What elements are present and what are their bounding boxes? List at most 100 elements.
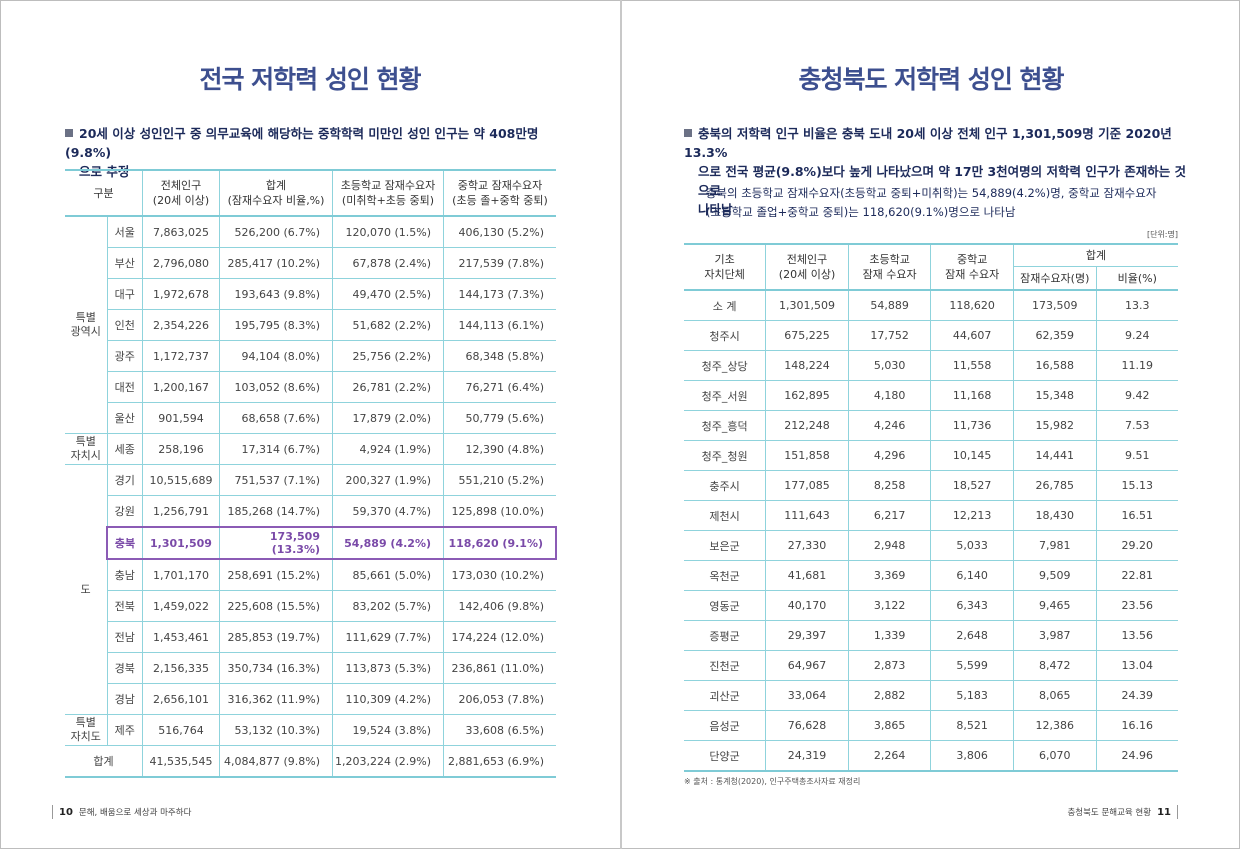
elementary-cell: 17,752 [847, 320, 932, 351]
table-row: 진천군 64,967 2,873 5,599 8,472 13.04 [684, 650, 1178, 681]
total-cell: 68,658 (7.6%) [219, 402, 333, 434]
footer-divider [52, 805, 53, 819]
total-cell: 17,314 (6.7%) [219, 433, 333, 465]
count-cell: 6,070 [1012, 740, 1097, 772]
count-cell: 18,430 [1012, 500, 1097, 531]
elementary-cell: 1,203,224 (2.9%) [332, 745, 444, 778]
table-row: 대전 1,200,167 103,052 (8.6%) 26,781 (2.2%) 76… [65, 371, 556, 403]
table-header-row: 구분 전체인구 (20세 이상) 합계 (잠재수요자 비율,%) 초등학교 잠재수요… [65, 170, 556, 216]
region-cell: 경북 [106, 652, 143, 684]
table-row: 특별 자치도 제주 516,764 53,132 (10.3%) 19,524 (3.8%… [65, 714, 556, 746]
page-footer: 10 문해, 배움으로 세상과 마주하다 [52, 805, 191, 819]
header-population: 전체인구 (20세 이상) [142, 170, 220, 216]
ratio-cell: 9.42 [1095, 380, 1178, 411]
total-cell: 195,795 (8.3%) [219, 309, 333, 341]
header-category: 구분 [65, 170, 143, 216]
middle-cell: 406,130 (5.2%) [443, 215, 556, 248]
middle-cell: 33,608 (6.5%) [443, 714, 556, 746]
header-total: 합계 (잠재수요자 비율,%) [219, 170, 333, 216]
population-cell: 1,200,167 [142, 371, 220, 403]
unit-label: [단위:명] [1146, 230, 1178, 239]
table-row: 청주_서원 162,895 4,180 11,168 15,348 9.42 [684, 380, 1178, 411]
elementary-cell: 85,661 (5.0%) [332, 558, 444, 591]
elementary-cell: 4,296 [847, 440, 932, 471]
ratio-cell: 9.51 [1095, 440, 1178, 471]
total-cell: 751,537 (7.1%) [219, 464, 333, 496]
table-row: 특별 자치시 세종 258,196 17,314 (6.7%) 4,924 (1.9%) 1… [65, 433, 556, 465]
elementary-cell: 25,756 (2.2%) [332, 340, 444, 372]
count-cell: 3,987 [1012, 620, 1097, 651]
middle-cell: 173,030 (10.2%) [443, 558, 556, 591]
count-cell: 15,348 [1012, 380, 1097, 411]
unit-name-cell: 소 계 [684, 289, 767, 321]
count-cell: 14,441 [1012, 440, 1097, 471]
region-cell: 제주 [106, 714, 143, 746]
middle-cell: 50,779 (5.6%) [443, 402, 556, 434]
elementary-cell: 54,889 (4.2%) [332, 526, 444, 560]
population-cell: 1,301,509 [765, 289, 849, 321]
elementary-cell: 5,030 [847, 350, 932, 381]
unit-name-cell: 진천군 [684, 650, 767, 681]
header-sum: 합계 [1012, 243, 1178, 267]
middle-cell: 217,539 (7.8%) [443, 247, 556, 279]
sub-paragraph: - 충북의 초등학교 잠재수요자(초등학교 중퇴+미취학)는 54,889(4.… [698, 186, 1157, 219]
middle-cell: 5,033 [930, 530, 1014, 561]
count-cell: 9,509 [1012, 560, 1097, 591]
elementary-cell: 4,246 [847, 410, 932, 441]
table-row: 울산 901,594 68,658 (7.6%) 17,879 (2.0%) 50,77… [65, 402, 556, 434]
national-table: 구분 전체인구 (20세 이상) 합계 (잠재수요자 비율,%) 초등학교 잠재수요… [65, 169, 557, 778]
count-cell: 26,785 [1012, 470, 1097, 501]
population-cell: 111,643 [765, 500, 849, 531]
elementary-cell: 111,629 (7.7%) [332, 621, 444, 653]
count-cell: 8,065 [1012, 680, 1097, 711]
unit-name-cell: 보은군 [684, 530, 767, 561]
count-cell: 16,588 [1012, 350, 1097, 381]
population-cell: 901,594 [142, 402, 220, 434]
unit-name-cell: 청주_상당 [684, 350, 767, 381]
middle-cell: 18,527 [930, 470, 1014, 501]
table-row: 도 경기 10,515,689 751,537 (7.1%) 200,327 (1.9%… [65, 464, 556, 715]
ratio-cell: 15.13 [1095, 470, 1178, 501]
footer-text: 충청북도 문해교육 현황 [1067, 808, 1152, 818]
population-cell: 516,764 [142, 714, 220, 746]
population-cell: 40,170 [765, 590, 849, 621]
population-cell: 1,459,022 [142, 590, 220, 622]
header-sum-count: 잠재수요자(명) [1012, 266, 1097, 291]
square-bullet-icon [684, 129, 692, 137]
region-cell: 세종 [106, 433, 143, 465]
total-cell: 350,734 (16.3%) [219, 652, 333, 684]
chungbuk-table: 기초 자치단체 전체인구 (20세 이상) 초등학교 잠재 수요자 중학교 잠재 수요자… [684, 243, 1178, 772]
table-row: 제천시 111,643 6,217 12,213 18,430 16.51 [684, 500, 1178, 531]
population-cell: 148,224 [765, 350, 849, 381]
page-footer: 충청북도 문해교육 현황 11 [1067, 805, 1178, 819]
total-cell: 53,132 (10.3%) [219, 714, 333, 746]
elementary-cell: 3,122 [847, 590, 932, 621]
middle-cell: 144,113 (6.1%) [443, 309, 556, 341]
population-cell: 1,453,461 [142, 621, 220, 653]
population-cell: 212,248 [765, 410, 849, 441]
ratio-cell: 29.20 [1095, 530, 1178, 561]
elementary-cell: 110,309 (4.2%) [332, 683, 444, 715]
population-cell: 1,972,678 [142, 278, 220, 310]
middle-cell: 11,168 [930, 380, 1014, 411]
table-row: 전남 1,453,461 285,853 (19.7%) 111,629 (7.7%)… [65, 621, 556, 653]
elementary-cell: 4,924 (1.9%) [332, 433, 444, 465]
table-row: 청주_흥덕 212,248 4,246 11,736 15,982 7.53 [684, 410, 1178, 441]
header-sum-ratio: 비율(%) [1095, 266, 1178, 291]
table-row: 영동군 40,170 3,122 6,343 9,465 23.56 [684, 590, 1178, 621]
population-cell: 1,172,737 [142, 340, 220, 372]
population-cell: 1,701,170 [142, 558, 220, 591]
population-cell: 2,656,101 [142, 683, 220, 715]
total-cell: 258,691 (15.2%) [219, 558, 333, 591]
middle-cell: 551,210 (5.2%) [443, 464, 556, 496]
group-label: 특별 자치시 [65, 433, 108, 465]
ratio-cell: 24.39 [1095, 680, 1178, 711]
table-row: 특별 광역시 서울 7,863,025 526,200 (6.7%) 120,070 (1… [65, 215, 556, 434]
header-population: 전체인구 (20세 이상) [765, 243, 849, 291]
table-row: 보은군 27,330 2,948 5,033 7,981 29.20 [684, 530, 1178, 561]
table-total-row: 합계 41,535,545 4,084,877 (9.8%) 1,203,224… [65, 745, 556, 778]
table-row: 괴산군 33,064 2,882 5,183 8,065 24.39 [684, 680, 1178, 711]
total-cell: 173,509 (13.3%) [219, 526, 333, 560]
region-cell: 전북 [106, 590, 143, 622]
total-label: 합계 [65, 745, 143, 778]
